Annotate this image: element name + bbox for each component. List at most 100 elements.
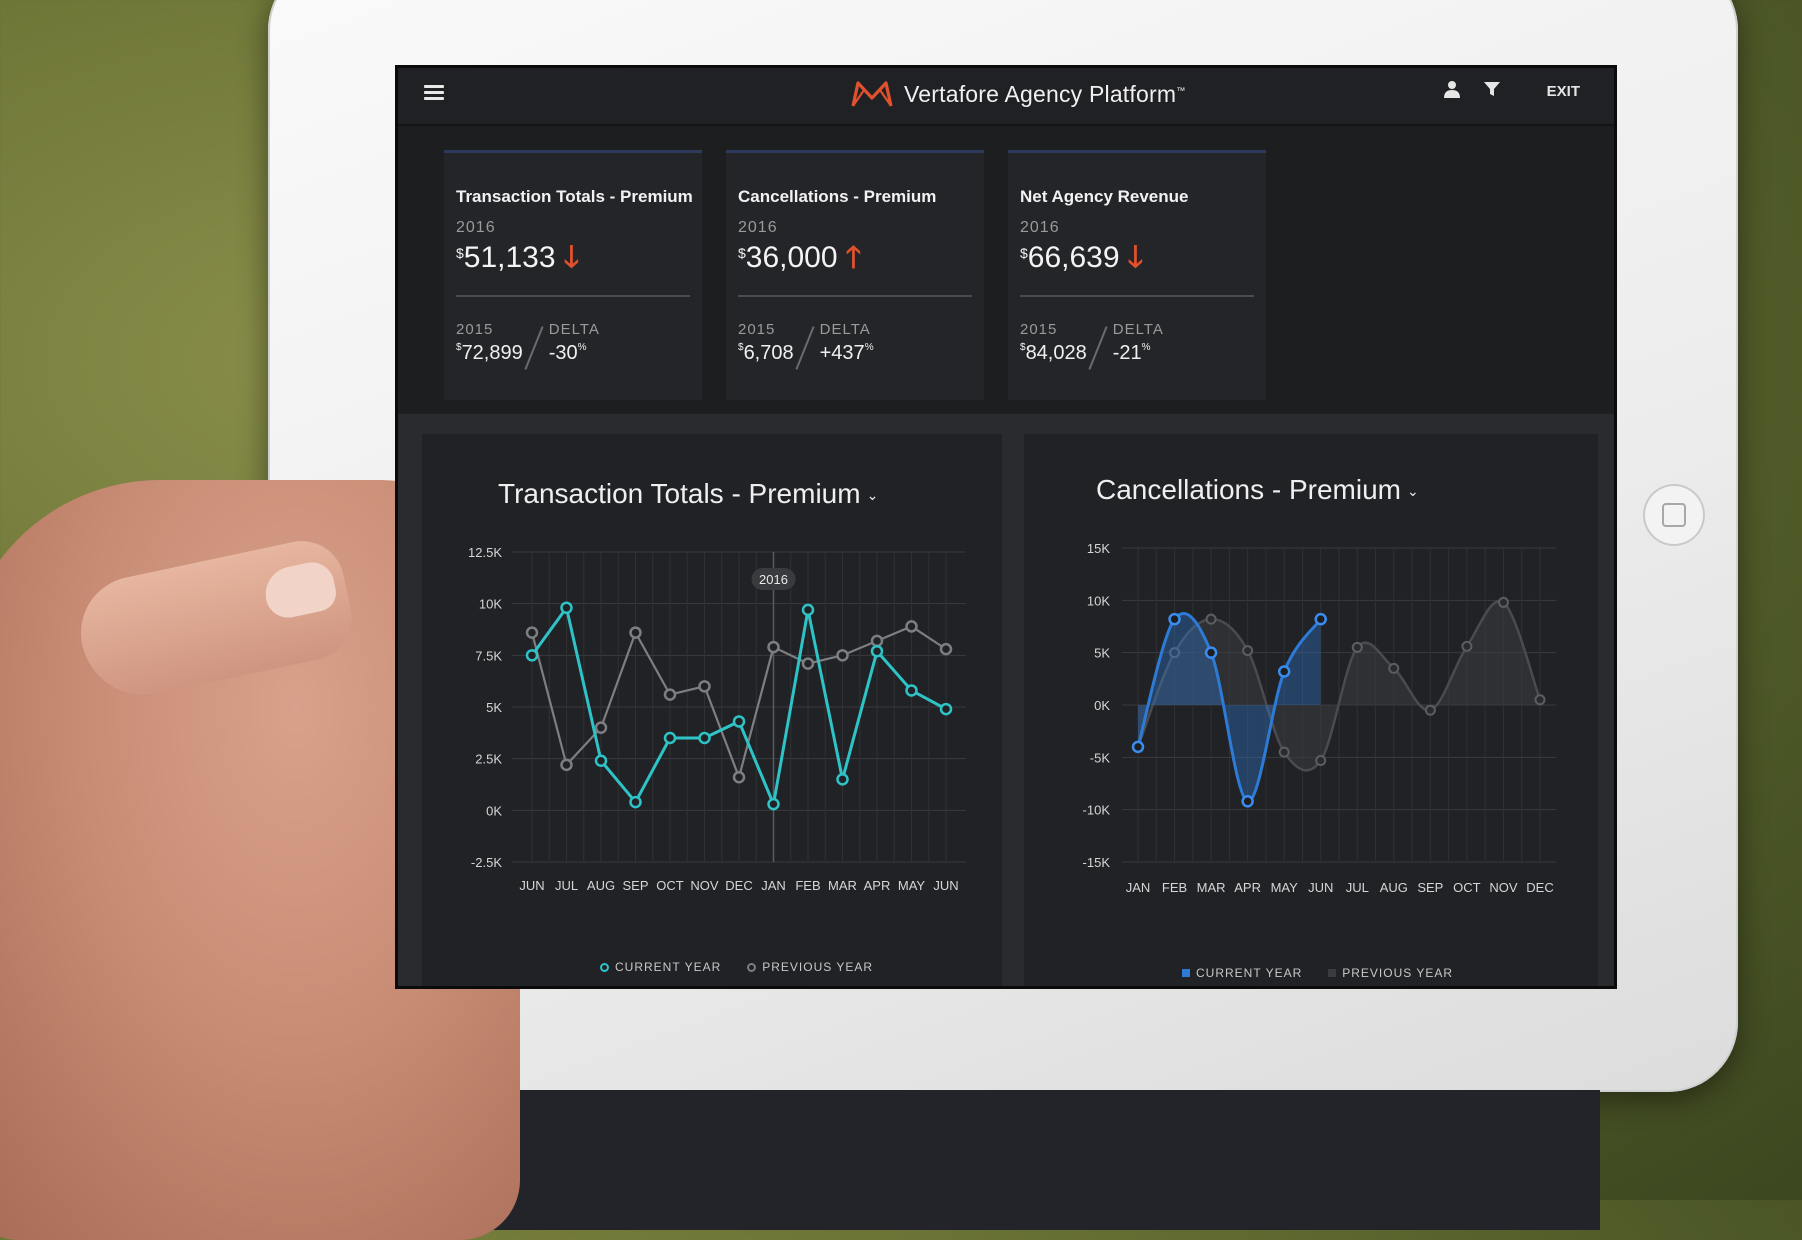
legend-current-icon [1182, 969, 1190, 977]
kpi-prev-value: $72,899 [456, 342, 523, 364]
data-point [801, 603, 815, 617]
data-point [1534, 694, 1546, 706]
data-point [1168, 612, 1181, 626]
kpi-title: Net Agency Revenue [1020, 187, 1189, 206]
y-tick-label: 15K [1087, 541, 1110, 556]
data-point [801, 657, 815, 670]
exit-button[interactable]: EXIT [1546, 83, 1580, 100]
data-point [1204, 646, 1218, 659]
kpi-delta-value: -21% [1112, 342, 1151, 364]
kpi-delta-label: DELTA [1112, 321, 1164, 338]
data-point [1388, 662, 1400, 674]
home-square-icon [1662, 503, 1686, 527]
x-tick-label: AUG [587, 878, 615, 893]
data-point [698, 731, 711, 745]
x-tick-label: JAN [1126, 880, 1151, 895]
y-tick-label: -10K [1083, 803, 1111, 818]
data-point [560, 601, 573, 615]
y-tick-label: -2.5K [471, 855, 502, 870]
data-point [1351, 641, 1363, 653]
kpi-delta-value: -30% [548, 342, 587, 364]
kpi-prev-year: 2015 [456, 321, 494, 338]
chart-title-dropdown[interactable]: Transaction Totals - Premium ⌄ [498, 478, 879, 509]
kpi-year: 2016 [1020, 219, 1060, 236]
y-tick-label: 0K [1094, 698, 1110, 713]
x-tick-label: NOV [1489, 880, 1518, 895]
tablet-home-button[interactable] [1643, 484, 1705, 546]
data-point [905, 620, 918, 633]
kpi-card-transaction-totals[interactable]: Transaction Totals - Premium 2016 $51,13… [444, 150, 702, 400]
kpi-divider [738, 295, 972, 297]
x-tick-label: DEC [1526, 880, 1553, 895]
chart-panel-cancellations: Cancellations - Premium ⌄ 15K 10K 5K 0K -5K -1… [1024, 434, 1598, 986]
kpi-card-cancellations[interactable]: Cancellations - Premium 2016 $36,000 🡑 20… [726, 150, 984, 400]
x-tick-label: DEC [725, 878, 752, 893]
arrow-down-icon: 🡓 [1127, 241, 1144, 274]
kpi-footer: 2015 $72,899 DELTA -30% [456, 321, 690, 371]
y-tick-label: 5K [486, 700, 502, 715]
kpi-divider [1020, 295, 1254, 297]
y-tick-label: 12.5K [468, 545, 502, 560]
x-tick-label: JUN [1308, 880, 1333, 895]
data-point [1131, 740, 1145, 754]
year-marker-label: 2016 [759, 572, 788, 587]
kpi-card-net-agency-revenue[interactable]: Net Agency Revenue 2016 $66,639 🡓 2015 $84… [1008, 150, 1266, 400]
kpi-prev-value: $6,708 [738, 342, 794, 364]
data-point [629, 795, 642, 809]
data-point [594, 754, 608, 767]
y-tick-label: 7.5K [475, 648, 502, 663]
arrow-up-icon: 🡑 [845, 241, 862, 274]
data-point [1424, 704, 1436, 716]
data-point [560, 758, 573, 772]
kpi-footer: 2015 $6,708 DELTA +437% [738, 321, 972, 371]
series-area-current-year [1138, 613, 1321, 802]
chart-title-dropdown[interactable]: Cancellations - Premium ⌄ [1096, 474, 1419, 505]
x-tick-label: NOV [690, 878, 719, 893]
x-tick-label: APR [864, 878, 891, 893]
chevron-down-icon: ⌄ [1407, 483, 1419, 500]
user-icon[interactable] [1441, 80, 1463, 103]
data-point [836, 649, 849, 662]
x-tick-label: AUG [1380, 880, 1408, 895]
app-screen: Vertafore Agency Platform™ EXIT Transact… [398, 68, 1614, 986]
kpi-divider [456, 295, 690, 297]
data-point [525, 626, 539, 639]
background-pants [400, 1090, 1600, 1230]
data-point [663, 731, 677, 745]
data-point [939, 642, 953, 656]
kpi-slash-divider [524, 326, 544, 370]
x-tick-label: JUN [519, 878, 544, 893]
year-marker-badge [751, 568, 796, 590]
chart-legend: CURRENT YEAR PREVIOUS YEAR [600, 960, 873, 974]
x-tick-label: OCT [1453, 880, 1481, 895]
cancellations-chart: 15K 10K 5K 0K -5K -10K -15K JAN FEB MAR APR MAY JUN J… [1083, 541, 1556, 895]
filter-icon[interactable] [1481, 80, 1503, 103]
x-tick-label: MAY [898, 878, 926, 893]
kpi-prev-year: 2015 [738, 321, 776, 338]
y-tick-label: 10K [479, 597, 502, 612]
x-tick-label: JUL [555, 878, 578, 893]
y-tick-label: -5K [1090, 750, 1111, 765]
data-point [629, 626, 642, 639]
data-point [525, 649, 539, 662]
series-area-previous-year [1138, 600, 1540, 771]
x-tick-label: JAN [761, 878, 786, 893]
menu-icon[interactable] [424, 85, 444, 101]
data-point [1169, 647, 1181, 659]
data-point [767, 797, 780, 811]
top-actions: EXIT [1441, 80, 1580, 103]
data-point [698, 680, 711, 693]
brand: Vertafore Agency Platform™ [850, 78, 1185, 110]
kpi-value: $66,639 🡓 [1020, 241, 1144, 274]
y-tick-label: 5K [1094, 646, 1110, 661]
legend-previous-label: PREVIOUS YEAR [1342, 966, 1454, 980]
x-tick-label: JUL [1346, 880, 1369, 895]
data-point [1277, 665, 1291, 678]
legend-current-icon [600, 962, 609, 972]
data-point [767, 640, 780, 654]
kpi-delta-value: +437% [819, 342, 874, 364]
data-point [1314, 612, 1327, 626]
x-tick-label: MAR [828, 878, 857, 893]
kpi-slash-divider [1088, 326, 1108, 370]
x-tick-label: FEB [795, 878, 820, 893]
